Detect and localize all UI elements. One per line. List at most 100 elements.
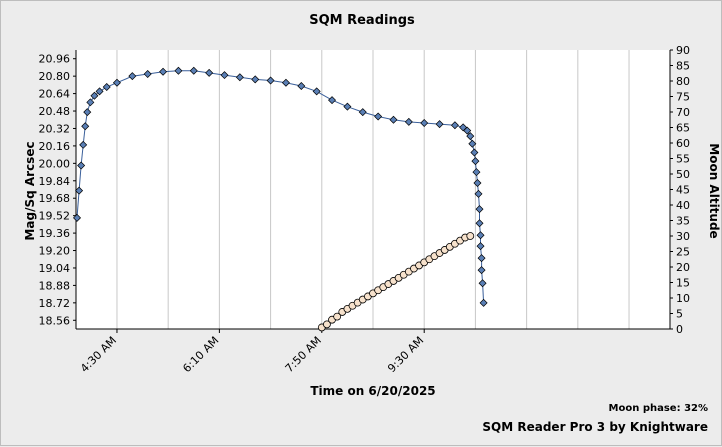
sqm-point: [75, 186, 84, 195]
sqm-point: [128, 72, 137, 81]
y-tick-label: 19.84: [39, 175, 71, 188]
sqm-point: [281, 78, 290, 87]
y2-tick-label: 50: [676, 168, 690, 181]
sqm-point: [471, 157, 480, 166]
sqm-point: [73, 213, 82, 222]
sqm-point: [174, 66, 183, 75]
gridlines: [116, 50, 630, 329]
sqm-point: [468, 139, 477, 148]
y2-tick-label: 20: [676, 261, 690, 274]
sqm-point: [450, 121, 459, 130]
y2-tick-label: 85: [676, 60, 690, 73]
left-axis-ticks: 20.96 20.80 20.64 20.48 20.32 20.16 20.00 19.84…: [39, 53, 76, 327]
sqm-point: [77, 161, 86, 170]
y-tick-label: 19.20: [39, 245, 71, 258]
y2-tick-label: 35: [676, 215, 690, 228]
y2-tick-label: 60: [676, 137, 690, 150]
sqm-point: [404, 117, 413, 126]
sqm-point: [358, 108, 367, 117]
y2-tick-label: 25: [676, 246, 690, 259]
moon-point: [323, 320, 331, 329]
sqm-point: [83, 108, 92, 117]
y2-tick-label: 55: [676, 153, 690, 166]
sqm-point: [235, 73, 244, 82]
sqm-point: [205, 68, 214, 77]
sqm-point: [189, 66, 198, 75]
sqm-point: [477, 266, 486, 275]
x-tick-label: 6:10 AM: [180, 334, 221, 375]
sqm-point: [95, 87, 104, 96]
credit-label: SQM Reader Pro 3 by Knightware: [482, 420, 708, 434]
sqm-point: [435, 120, 444, 129]
y2-tick-label: 10: [676, 292, 690, 305]
x-tick-label: 7:50 AM: [283, 334, 324, 375]
y-tick-label: 20.80: [39, 70, 71, 83]
x-axis-ticks: 4:30 AM 6:10 AM 7:50 AM 9:30 AM: [78, 329, 426, 375]
y2-tick-label: 80: [676, 75, 690, 88]
y2-axis-label: Moon Altitude: [707, 143, 721, 238]
sqm-point: [251, 75, 260, 84]
series-layer: [73, 66, 488, 332]
chart-title: SQM Readings: [309, 13, 415, 28]
sqm-point: [159, 67, 168, 76]
y2-tick-label: 65: [676, 122, 690, 135]
y-tick-label: 19.04: [39, 262, 71, 275]
sqm-point: [297, 81, 306, 90]
y2-tick-label: 90: [676, 44, 690, 57]
y-tick-label: 18.56: [39, 314, 71, 327]
sqm-point: [112, 78, 121, 87]
y2-tick-label: 70: [676, 106, 690, 119]
y-tick-label: 20.96: [39, 53, 71, 66]
y-tick-label: 18.88: [39, 279, 71, 292]
sqm-point: [475, 205, 484, 214]
sqm-point: [374, 112, 383, 121]
y2-tick-label: 5: [676, 308, 683, 321]
sqm-point: [143, 69, 152, 78]
sqm-point: [81, 122, 90, 131]
x-tick-label: 4:30 AM: [78, 334, 119, 375]
sqm-point: [312, 87, 321, 96]
y-tick-label: 19.68: [39, 192, 71, 205]
sqm-point: [475, 219, 484, 228]
sqm-point: [478, 279, 487, 288]
sqm-point: [466, 132, 475, 141]
y2-tick-label: 40: [676, 199, 690, 212]
sqm-point: [479, 298, 488, 307]
sqm-point: [86, 98, 95, 107]
sqm-point: [266, 76, 275, 85]
y2-tick-label: 0: [676, 323, 683, 336]
sqm-point: [463, 126, 472, 135]
y-tick-label: 20.16: [39, 140, 71, 153]
y-axis-label: Mag/Sq Arcsec: [23, 141, 37, 240]
y-tick-label: 19.36: [39, 227, 71, 240]
sqm-point: [474, 189, 483, 198]
y-tick-label: 20.00: [39, 157, 71, 170]
y-tick-label: 18.72: [39, 297, 71, 310]
sqm-point: [343, 102, 352, 111]
sqm-point: [328, 96, 337, 105]
sqm-point: [472, 168, 481, 177]
sqm-point: [477, 254, 486, 263]
sqm-point: [79, 140, 88, 149]
y2-tick-label: 30: [676, 230, 690, 243]
sqm-point: [470, 148, 479, 157]
sqm-point: [420, 119, 429, 128]
sqm-point: [102, 83, 111, 92]
y2-tick-label: 45: [676, 184, 690, 197]
y-tick-label: 20.32: [39, 122, 71, 135]
y-tick-label: 20.48: [39, 105, 71, 118]
moon-phase-label: Moon phase: 32%: [608, 403, 708, 414]
moon-point: [333, 312, 342, 321]
y2-tick-label: 75: [676, 91, 690, 104]
sqm-point: [389, 115, 398, 124]
sqm-point: [476, 242, 485, 251]
sqm-point: [473, 178, 482, 187]
x-tick-label: 9:30 AM: [385, 334, 426, 375]
sqm-point: [220, 71, 229, 80]
y2-tick-label: 15: [676, 277, 690, 290]
sqm-point: [476, 231, 485, 240]
sqm-point: [90, 91, 99, 100]
